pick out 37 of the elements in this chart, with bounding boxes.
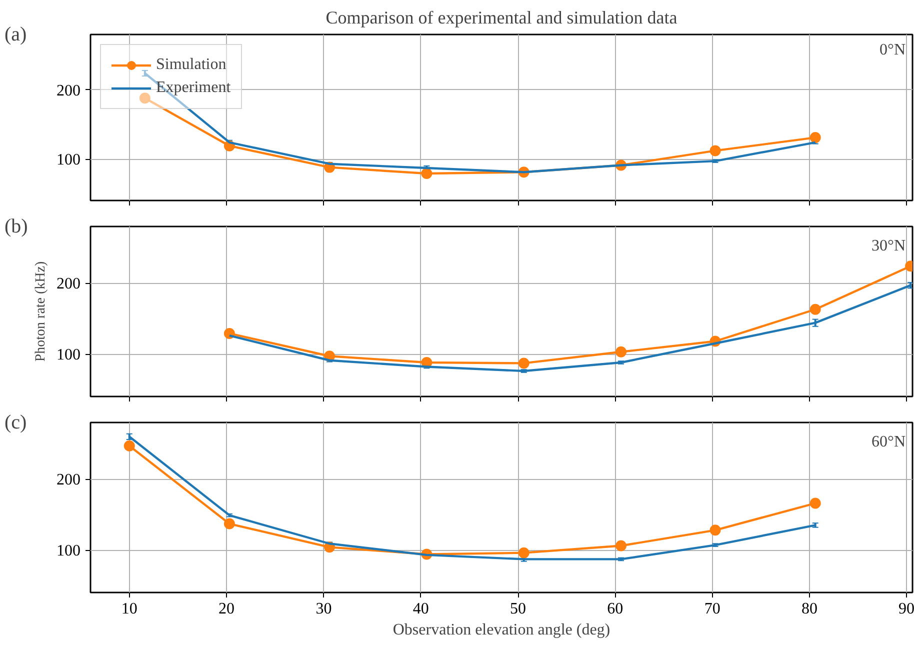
x-tick-label: 70 bbox=[704, 600, 720, 618]
annotation: 30°N bbox=[872, 238, 906, 254]
x-tick-label: 50 bbox=[510, 600, 526, 618]
legend-label: Simulation bbox=[156, 56, 226, 74]
x-tick-label: 90 bbox=[898, 600, 914, 618]
annotation: 60°N bbox=[872, 434, 906, 450]
point bbox=[710, 524, 721, 536]
x-tick-label: 80 bbox=[802, 600, 818, 618]
y-tick-label: 100 bbox=[56, 152, 80, 168]
annotation: 0°N bbox=[880, 42, 906, 58]
x-tick-label: 60 bbox=[607, 600, 624, 618]
x-tick-label: 20 bbox=[218, 600, 235, 618]
x-tick-label: 40 bbox=[412, 600, 429, 618]
y-tick-label: 100 bbox=[56, 346, 80, 364]
point bbox=[421, 168, 432, 180]
y-tick-label: 200 bbox=[56, 472, 80, 489]
point bbox=[710, 145, 721, 156]
chart-title: Comparison of experimental and simulation data bbox=[326, 8, 678, 28]
point bbox=[810, 304, 821, 315]
x-tick-label: 10 bbox=[121, 600, 138, 618]
text: (b) bbox=[4, 216, 28, 238]
point bbox=[139, 92, 150, 104]
point bbox=[616, 540, 627, 552]
text: (a) bbox=[4, 24, 27, 46]
point bbox=[518, 547, 530, 558]
point bbox=[616, 346, 627, 358]
y-tick-label: 200 bbox=[56, 276, 80, 293]
y-tick-label: 100 bbox=[56, 542, 80, 560]
point bbox=[810, 132, 821, 144]
point bbox=[810, 498, 821, 509]
y-axis-title: Photon rate (kHz) bbox=[34, 261, 48, 362]
y-tick-label: 200 bbox=[56, 82, 80, 100]
x-axis-title: Observation elevation angle (deg) bbox=[392, 622, 610, 638]
x-tick-label: 30 bbox=[316, 600, 332, 618]
point bbox=[518, 358, 530, 369]
text: (c) bbox=[4, 412, 27, 434]
legend-label: Experiment bbox=[156, 79, 231, 97]
